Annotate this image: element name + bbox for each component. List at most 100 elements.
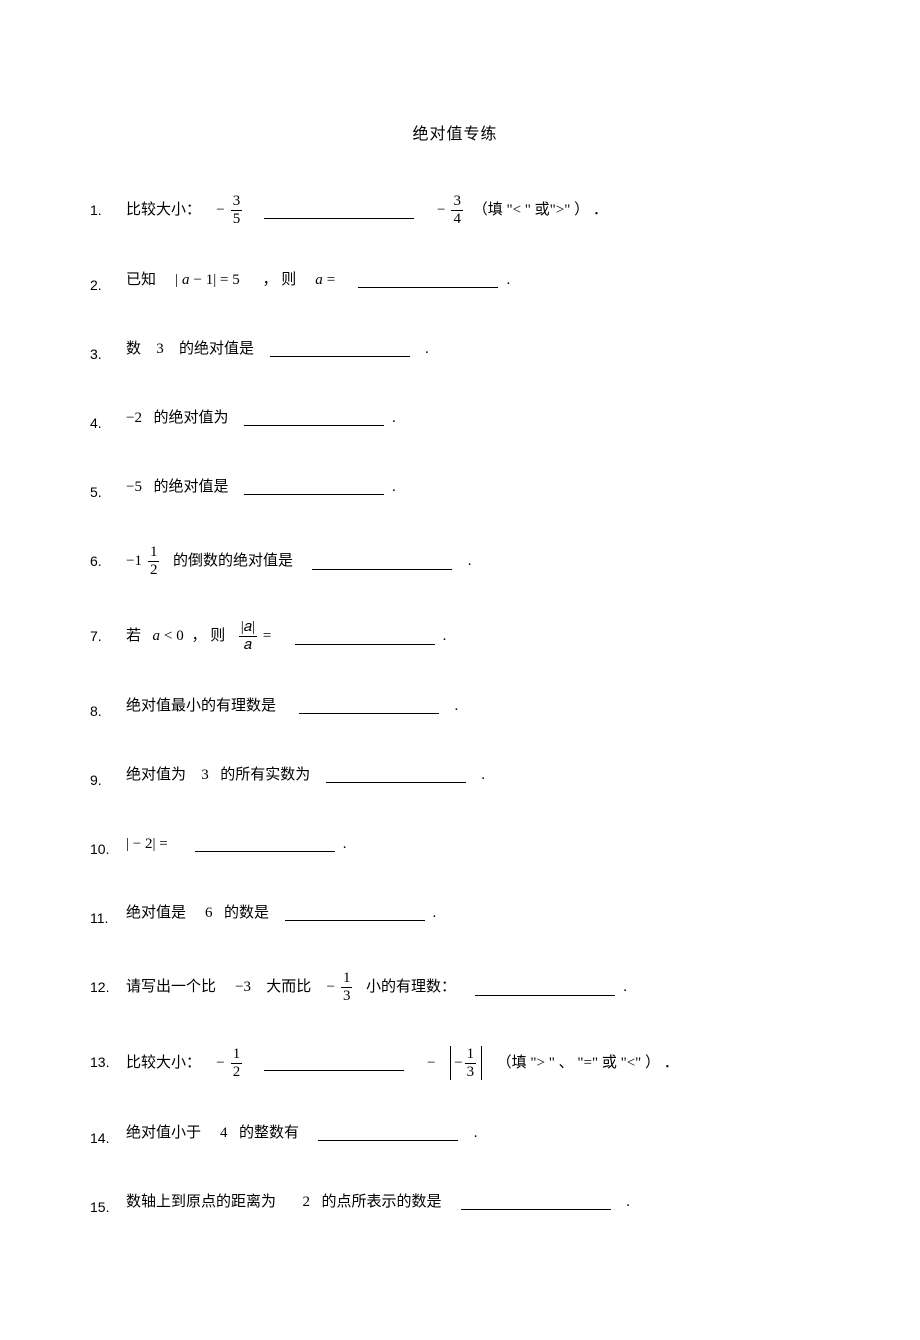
question-row: 10.| − 2| = . [90, 833, 820, 860]
question-row: 8.绝对值最小的有理数是 . [90, 695, 820, 722]
fraction-numerator: 1 [231, 1047, 243, 1062]
fraction-numerator: |𝑎| [239, 620, 257, 635]
math-upright: 3 [201, 764, 209, 787]
question-number: 10. [90, 833, 126, 860]
text-run: （填 "> " 、 "=" 或 "<" ） ． [489, 1052, 679, 1075]
question-body: −112 的倒数的绝对值是 . [126, 545, 820, 578]
abs-right-bar [481, 1046, 482, 1080]
text-run [275, 625, 286, 648]
text-run: 绝对值最小的有理数是 [126, 695, 291, 718]
text-run: . [474, 764, 485, 787]
fraction: 12 [231, 1047, 243, 1080]
answer-blank [318, 1125, 458, 1141]
math-upright: | − 2| = [126, 833, 168, 856]
text-run: 若 [126, 625, 149, 648]
answer-blank [299, 698, 439, 714]
question-body: 若 a < 0 ， 则 |𝑎|𝑎 = . [126, 620, 820, 653]
text-run: . [447, 695, 458, 718]
answer-blank [475, 980, 615, 996]
question-row: 14.绝对值小于 4 的整数有 . [90, 1122, 820, 1149]
text-run: . [343, 833, 347, 856]
question-row: 6.−112 的倒数的绝对值是 . [90, 545, 820, 578]
question-row: 7.若 a < 0 ， 则 |𝑎|𝑎 = . [90, 620, 820, 653]
question-body: | − 2| = . [126, 833, 820, 856]
question-body: −5 的绝对值是 . [126, 476, 820, 499]
text-run: 的绝对值是 [146, 476, 236, 499]
text-run: . [392, 476, 396, 499]
math-upright: − 1| = 5 [194, 269, 240, 292]
question-body: −2 的绝对值为 . [126, 407, 820, 430]
math-upright: −1 [126, 550, 142, 573]
question-number: 2. [90, 269, 126, 296]
fraction: |𝑎| 𝑎 [239, 620, 257, 653]
question-number: 1. [90, 194, 126, 221]
math-upright: 4 [220, 1122, 228, 1145]
text-run: 绝对值是 [126, 902, 201, 925]
fraction-denominator: 3 [465, 1065, 477, 1080]
question-number: 14. [90, 1122, 126, 1149]
text-run: 的整数有 [232, 1122, 311, 1145]
question-row: 12.请写出一个比 −3 大而比 −13 小的有理数： . [90, 971, 820, 1004]
question-body: 绝对值最小的有理数是 . [126, 695, 820, 718]
math-upright: 3 [156, 338, 164, 361]
question-body: 数轴上到原点的距离为 2 的点所表示的数是 . [126, 1191, 820, 1214]
minus-sign: − [454, 1052, 462, 1075]
question-body: 数 3 的绝对值是 . [126, 338, 820, 361]
question-body: 比较大小： −12 − −13 （填 "> " 、 "=" 或 "<" ） ． [126, 1046, 820, 1080]
text-run: 的点所表示的数是 [314, 1191, 453, 1214]
text-run [439, 1052, 443, 1075]
absolute-value: −13 [447, 1046, 485, 1080]
text-run: . [506, 269, 510, 292]
minus-sign: − [216, 199, 224, 222]
text-run: 的倒数的绝对值是 [165, 550, 304, 573]
text-run: 的所有实数为 [213, 764, 318, 787]
answer-blank [461, 1194, 611, 1210]
answer-blank [285, 905, 425, 921]
answer-blank [244, 410, 384, 426]
question-row: 5.−5 的绝对值是 . [90, 476, 820, 503]
question-row: 9.绝对值为 3 的所有实数为 . [90, 764, 820, 791]
question-row: 4.−2 的绝对值为 . [90, 407, 820, 434]
fraction-numerator: 3 [231, 194, 243, 209]
question-list: 1.比较大小： −35 −34 （填 "< " 或">" ） ．2.已知 |a … [90, 194, 820, 1260]
math-italic: a [182, 269, 190, 292]
text-run: 绝对值小于 [126, 1122, 216, 1145]
text-run: . [433, 902, 437, 925]
question-number: 3. [90, 338, 126, 365]
question-number: 7. [90, 620, 126, 647]
answer-blank [295, 629, 435, 645]
math-italic: a [315, 269, 323, 292]
text-run: . [418, 338, 429, 361]
text-run: 请写出一个比 [126, 976, 231, 999]
fraction-denominator: 2 [148, 563, 160, 578]
text-run: 比较大小： [126, 1052, 212, 1075]
math-upright: < 0 [164, 625, 184, 648]
question-number: 5. [90, 476, 126, 503]
math-upright: 2 [303, 1191, 311, 1214]
question-body: 绝对值是 6 的数是 . [126, 902, 820, 925]
question-row: 2.已知 |a − 1| = 5 ， 则 a = . [90, 269, 820, 296]
question-body: 绝对值为 3 的所有实数为 . [126, 764, 820, 787]
text-run: 的数是 [217, 902, 277, 925]
answer-blank [270, 341, 410, 357]
fraction-denominator: 4 [451, 212, 463, 227]
text-run: 已知 [126, 269, 171, 292]
minus-sign: − [437, 199, 445, 222]
text-run: 绝对值为 [126, 764, 197, 787]
question-number: 9. [90, 764, 126, 791]
answer-blank [195, 836, 335, 852]
math-upright: −2 [126, 407, 142, 430]
minus-sign: − [327, 976, 335, 999]
math-upright: −5 [126, 476, 142, 499]
text-run: . [623, 976, 627, 999]
question-number: 6. [90, 545, 126, 572]
text-run [422, 199, 433, 222]
math-upright: = [263, 625, 271, 648]
fraction-denominator: 𝑎 [242, 638, 254, 653]
math-upright: 6 [205, 902, 213, 925]
question-number: 12. [90, 971, 126, 998]
question-body: 比较大小： −35 −34 （填 "< " 或">" ） ． [126, 194, 820, 227]
math-italic: a [153, 625, 161, 648]
abs-left-bar [450, 1046, 451, 1080]
fraction-numerator: 3 [451, 194, 463, 209]
